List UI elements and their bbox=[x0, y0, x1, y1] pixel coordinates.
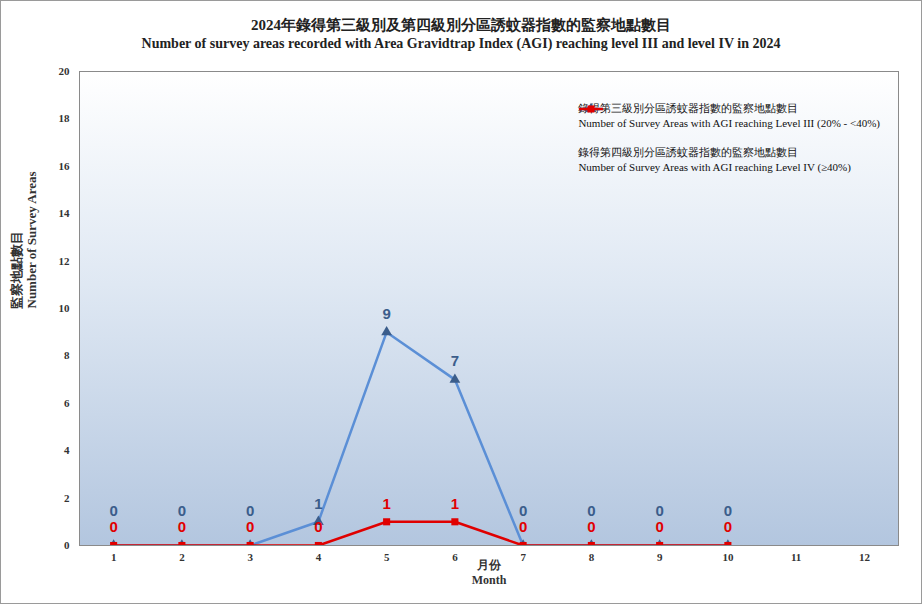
svg-text:0: 0 bbox=[519, 502, 527, 519]
svg-text:10: 10 bbox=[59, 302, 71, 314]
svg-text:16: 16 bbox=[59, 160, 71, 172]
html-text:Number of survey areas recorde: Number of survey areas recorded with Are… bbox=[141, 36, 781, 51]
svg-text:0: 0 bbox=[314, 518, 322, 535]
svg-text:10: 10 bbox=[722, 551, 734, 563]
svg-text:0: 0 bbox=[724, 502, 732, 519]
svg-text:1: 1 bbox=[451, 495, 459, 512]
svg-text:監察地點數目Number of Survey Areas: 監察地點數目Number of Survey Areas bbox=[9, 171, 40, 308]
svg-text:7: 7 bbox=[451, 352, 459, 369]
svg-text:0: 0 bbox=[519, 518, 527, 535]
svg-text:1: 1 bbox=[382, 495, 390, 512]
svg-text:12: 12 bbox=[59, 255, 71, 267]
svg-text:9: 9 bbox=[657, 551, 663, 563]
svg-text:3: 3 bbox=[247, 551, 253, 563]
svg-text:0: 0 bbox=[655, 518, 663, 535]
svg-text:0: 0 bbox=[64, 539, 70, 551]
svg-text:0: 0 bbox=[655, 502, 663, 519]
svg-text:6: 6 bbox=[452, 551, 458, 563]
svg-text:2: 2 bbox=[64, 492, 70, 504]
svg-text:4: 4 bbox=[64, 444, 70, 456]
svg-text:0: 0 bbox=[587, 518, 595, 535]
html-text:2024年錄得第三級別及第四級別分區誘蚊器指數的監察地點數目: 2024年錄得第三級別及第四級別分區誘蚊器指數的監察地點數目 bbox=[251, 17, 671, 33]
svg-text:0: 0 bbox=[246, 518, 254, 535]
svg-text:0: 0 bbox=[178, 518, 186, 535]
svg-text:8: 8 bbox=[64, 349, 70, 361]
svg-text:月份Month: 月份Month bbox=[472, 558, 507, 586]
svg-text:2: 2 bbox=[179, 551, 185, 563]
svg-text:0: 0 bbox=[109, 502, 117, 519]
svg-text:0: 0 bbox=[178, 502, 186, 519]
svg-text:0: 0 bbox=[587, 502, 595, 519]
svg-text:8: 8 bbox=[589, 551, 595, 563]
svg-text:0: 0 bbox=[109, 518, 117, 535]
html-text:錄得第三級別分區誘蚊器指數的監察地點數目 Number of: 錄得第三級別分區誘蚊器指數的監察地點數目 Number of Survey Ar… bbox=[578, 102, 880, 129]
html-text:錄得第四級別分區誘蚊器指數的監察地點數目 Number of: 錄得第四級別分區誘蚊器指數的監察地點數目 Number of Survey Ar… bbox=[578, 146, 851, 173]
svg-text:6: 6 bbox=[64, 397, 70, 409]
svg-text:9: 9 bbox=[382, 305, 390, 322]
svg-text:11: 11 bbox=[791, 551, 801, 563]
svg-text:0: 0 bbox=[246, 502, 254, 519]
svg-text:12: 12 bbox=[859, 551, 871, 563]
svg-text:1: 1 bbox=[111, 551, 117, 563]
svg-text:14: 14 bbox=[59, 207, 71, 219]
svg-text:4: 4 bbox=[316, 551, 322, 563]
svg-text:5: 5 bbox=[384, 551, 390, 563]
svg-text:7: 7 bbox=[520, 551, 526, 563]
svg-text:20: 20 bbox=[59, 65, 71, 77]
svg-text:0: 0 bbox=[724, 518, 732, 535]
svg-text:18: 18 bbox=[59, 112, 71, 124]
svg-text:1: 1 bbox=[314, 495, 322, 512]
